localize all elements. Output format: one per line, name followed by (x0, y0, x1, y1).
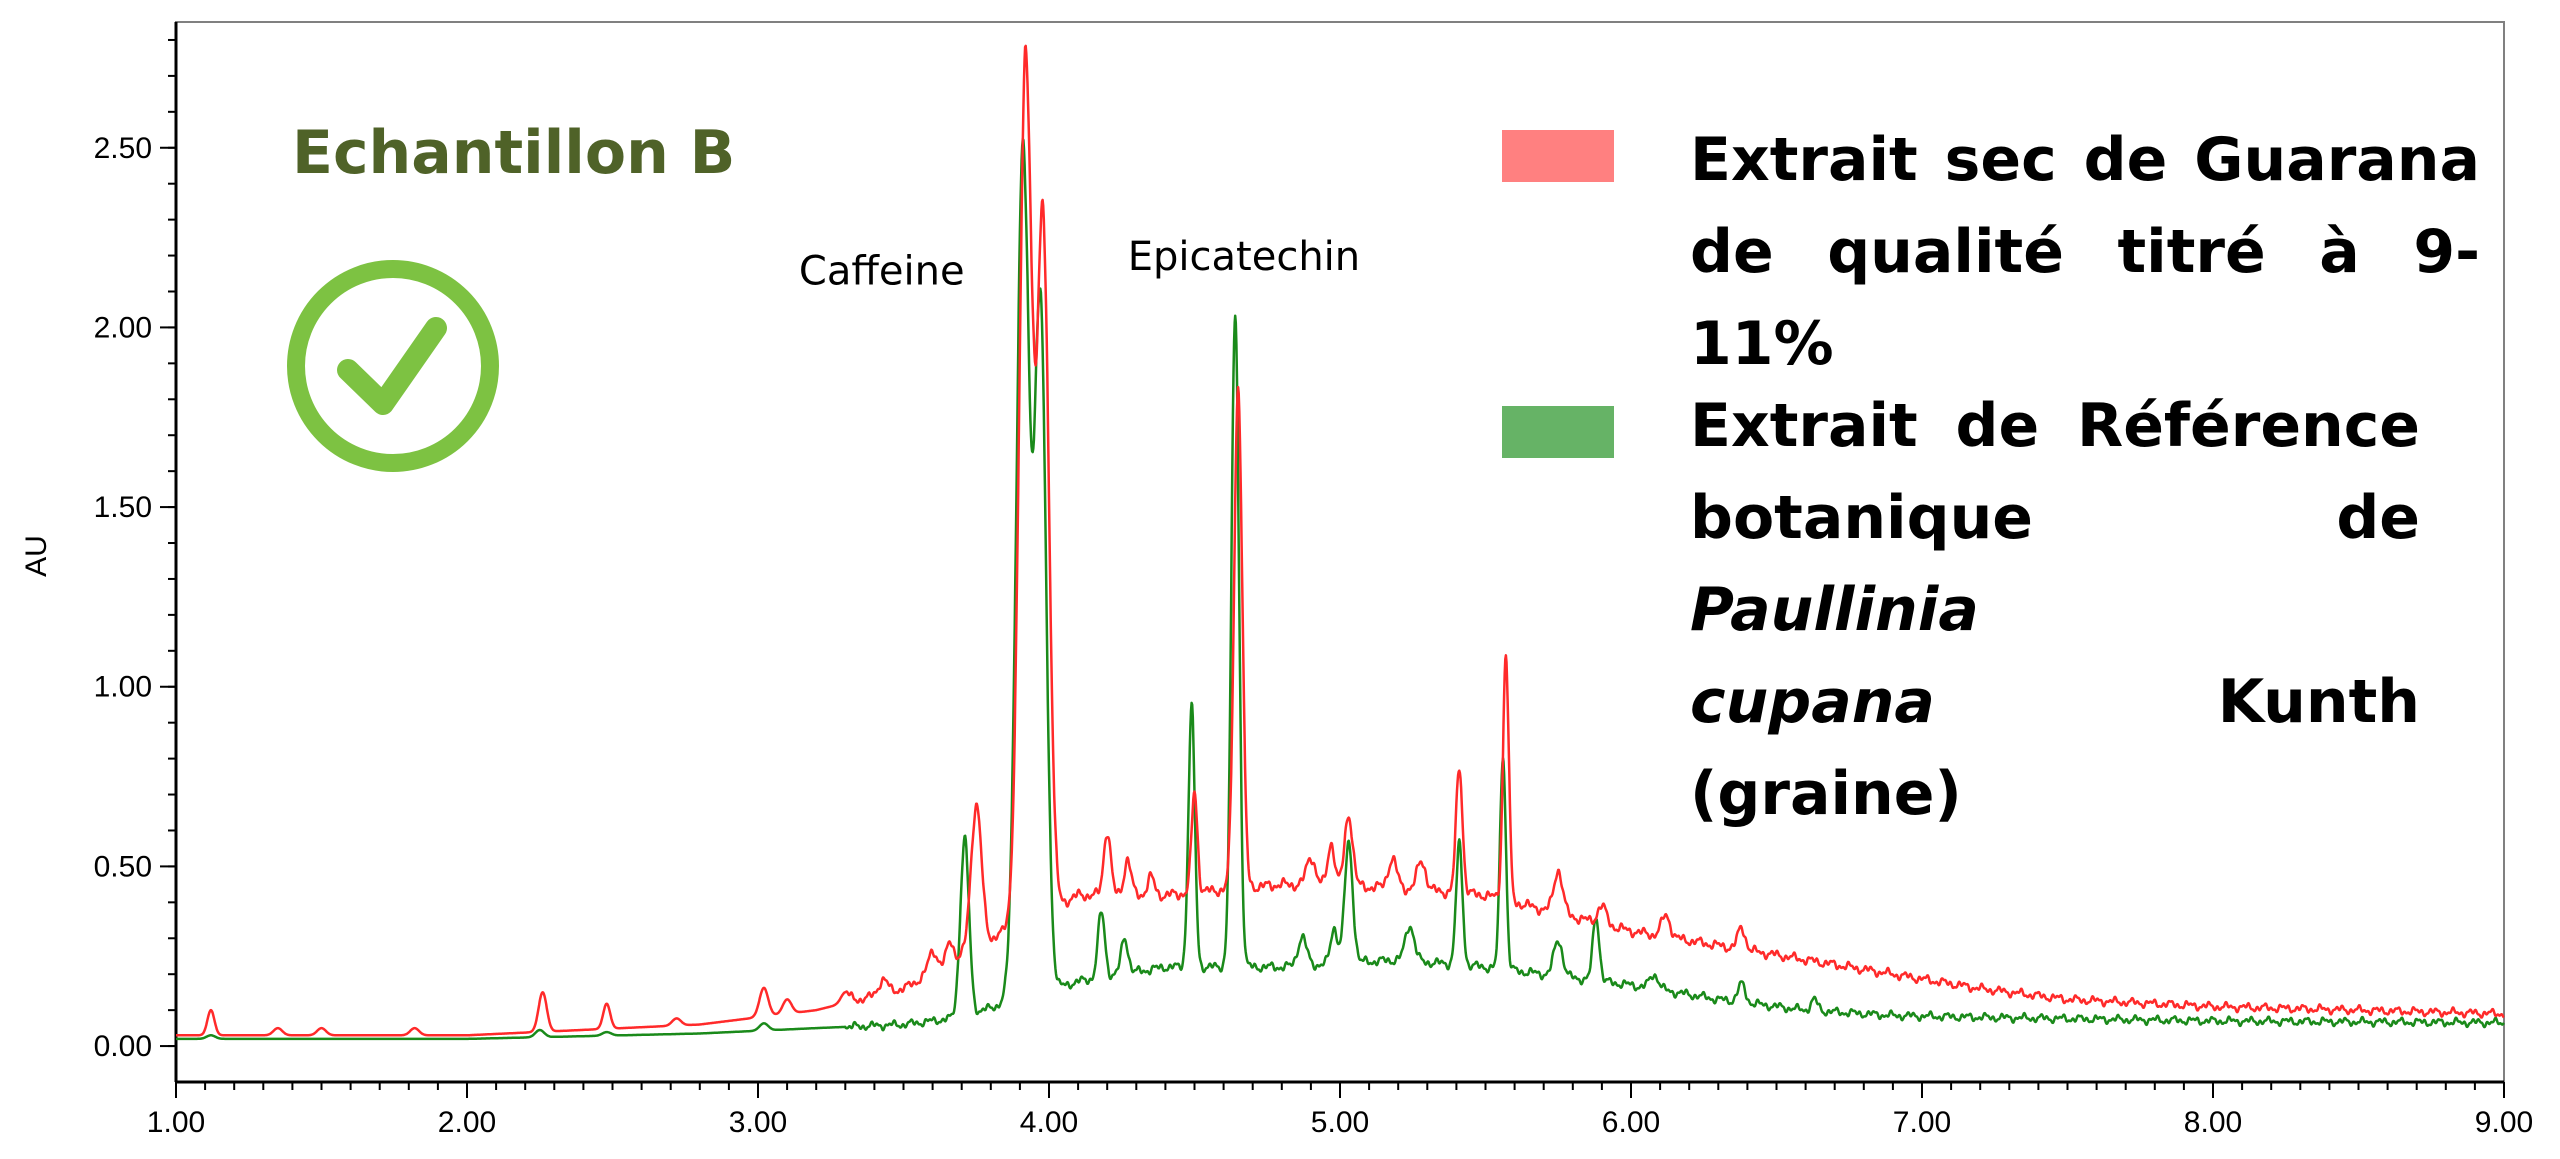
peak-annotation: Caffeine (799, 248, 965, 294)
x-tick-label: 4.00 (1020, 1106, 1078, 1139)
x-ticks: 1.00 2.00 3.00 4.00 5.00 6.00 7.00 8.00 9.00 (147, 1082, 2533, 1139)
x-tick-label: 2.00 (438, 1106, 496, 1139)
legend-label-reference: Extrait de Référence botanique de Paulli… (1690, 380, 2420, 840)
x-tick-label: 6.00 (1602, 1106, 1660, 1139)
y-tick-label: 2.50 (94, 132, 152, 165)
x-tick-label: 9.00 (2475, 1106, 2533, 1139)
y-tick-label: 1.50 (94, 491, 152, 524)
legend-label-line: Extrait sec de Guarana (1690, 125, 2480, 195)
y-ticks: 0.00 0.50 1.00 1.50 2.00 2.50 (94, 132, 176, 1063)
peak-annotation: Epicatechin (1128, 234, 1360, 280)
y-tick-label: 1.00 (94, 671, 152, 704)
y-tick-label: 0.00 (94, 1030, 152, 1063)
y-tick-label: 0.50 (94, 850, 152, 883)
legend-swatch-reference (1502, 406, 1614, 458)
legend-label-line: cupana Kunth (graine) (1690, 667, 2420, 829)
sample-title: Echantillon B (292, 118, 736, 188)
y-axis-title: AU (20, 535, 53, 577)
x-tick-label: 7.00 (1893, 1106, 1951, 1139)
x-tick-label: 1.00 (147, 1106, 205, 1139)
series-line-reference (175, 137, 2505, 1041)
legend-label-line: Extrait de Référence (1690, 391, 2420, 461)
x-tick-label: 5.00 (1311, 1106, 1369, 1139)
y-tick-label: 2.00 (94, 311, 152, 344)
legend-label-guarana: Extrait sec de Guarana de qualité titré … (1690, 114, 2480, 390)
check-circle-icon (287, 260, 499, 472)
legend-label-line: botanique de Paullinia (1690, 483, 2420, 645)
peak-annotations: Caffeine Epicatechin (799, 234, 1360, 294)
legend-swatch-guarana (1502, 130, 1614, 182)
x-tick-label: 8.00 (2184, 1106, 2242, 1139)
series-layer (175, 44, 2505, 1041)
legend-label-line: de qualité titré à 9-11% (1690, 217, 2480, 379)
series-line-guarana (175, 44, 2505, 1037)
x-tick-label: 3.00 (729, 1106, 787, 1139)
